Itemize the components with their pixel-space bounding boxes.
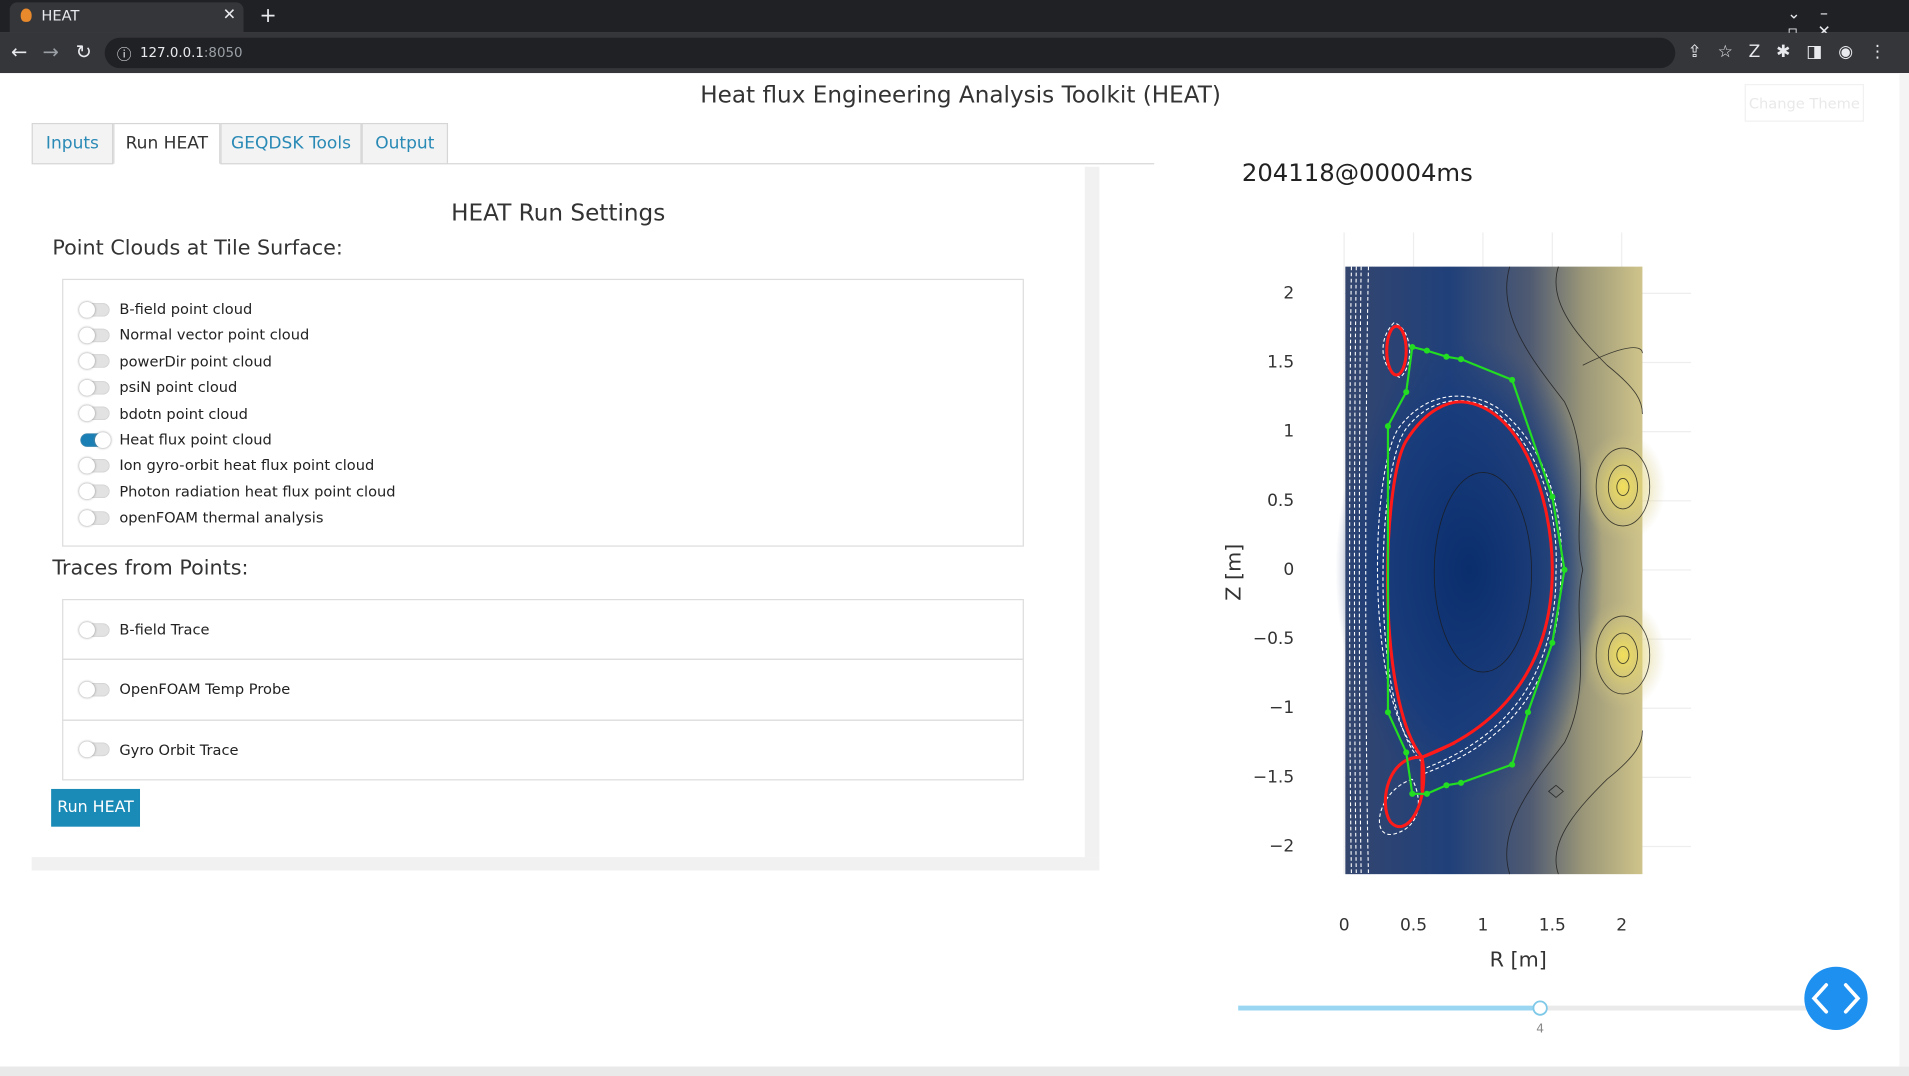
contours	[1433, 266, 1651, 875]
toggle[interactable]	[79, 509, 110, 526]
toggle-label: powerDir point cloud	[119, 352, 272, 370]
toolbar-icons[interactable]: ⇪☆Z✱◨◉⋮	[1687, 42, 1902, 63]
toggle[interactable]	[79, 301, 110, 318]
new-tab[interactable]: +	[259, 3, 277, 29]
url: 127.0.0.1:8050	[140, 45, 242, 61]
toggle-label: B-field point cloud	[119, 300, 253, 318]
traces-heading: Traces from Points:	[52, 556, 249, 581]
y-tick-label: 0.5	[1267, 491, 1294, 511]
toggle-row: OpenFOAM Temp Probe	[62, 659, 1024, 721]
toggle-row: psiN point cloud	[63, 378, 237, 397]
settings-panel: HEAT Run Settings Point Clouds at Tile S…	[31, 166, 1085, 858]
tab[interactable]: Run HEAT	[113, 122, 221, 165]
close-tab[interactable]: ✕	[222, 6, 237, 25]
equilibrium-plot: 204118@00004ms R [m] Z [m] 0 0.5 1 1.5 2 2 1.5…	[1222, 158, 1868, 1035]
code-icon	[1811, 983, 1861, 1014]
toggle-row: Ion gyro-orbit heat flux point cloud	[63, 456, 374, 475]
x-tick-label: 0.5	[1400, 915, 1427, 935]
toggle-row: B-field Trace	[62, 599, 1024, 661]
toggle-label: B-field Trace	[119, 621, 210, 639]
toggle-label: Heat flux point cloud	[119, 430, 272, 449]
wall	[1384, 343, 1568, 797]
x-axis-label: R [m]	[1490, 948, 1547, 972]
y-tick-label: 1	[1283, 422, 1294, 442]
url-host: 127.0.0.1	[140, 45, 204, 61]
toggle[interactable]	[79, 379, 110, 396]
run-button[interactable]: Run HEAT	[51, 788, 141, 827]
hot-spot	[1580, 600, 1666, 710]
tab-title: HEAT	[41, 7, 80, 25]
point-clouds-heading: Point Clouds at Tile Surface:	[52, 236, 343, 261]
tab[interactable]: GEQDSK Tools	[220, 122, 362, 165]
page-v-scrollbar[interactable]	[1899, 73, 1909, 1067]
tab[interactable]: Output	[361, 122, 449, 165]
v-scrollbar[interactable]	[1084, 166, 1100, 858]
toggle[interactable]	[79, 621, 110, 638]
y-tick-label: −0.5	[1253, 629, 1294, 649]
url-port: :8050	[203, 45, 243, 61]
forward[interactable]: →	[42, 40, 59, 64]
toggle-label: Gyro Orbit Trace	[119, 741, 239, 759]
hot-spot	[1580, 432, 1666, 542]
toggle-row: Normal vector point cloud	[63, 326, 309, 345]
toggle-row: Heat flux point cloud	[63, 430, 272, 449]
y-tick-label: 1.5	[1267, 353, 1294, 373]
toggle-label: Photon radiation heat flux point cloud	[119, 483, 396, 501]
toggle[interactable]	[79, 741, 110, 758]
y-tick-label: −2	[1269, 837, 1294, 857]
h-scrollbar[interactable]	[31, 857, 1100, 871]
toggle-label: bdotn point cloud	[119, 404, 248, 422]
favicon	[20, 8, 32, 22]
omnibox[interactable]	[104, 37, 1676, 69]
plot-title: 204118@00004ms	[1242, 158, 1473, 187]
y-axis-label: Z [m]	[1222, 544, 1246, 601]
tab-baseline	[448, 163, 1155, 165]
toggle[interactable]	[79, 457, 110, 474]
slider-handle[interactable]	[1532, 1000, 1548, 1016]
toggle-row: powerDir point cloud	[63, 352, 272, 371]
toggle-label: psiN point cloud	[119, 378, 238, 396]
y-tick-label: 2	[1283, 283, 1294, 303]
ticks: 0 0.5 1 1.5 2 2 1.5 1 0.5 0 −0.5 −1 −1.5 −2	[1253, 283, 1627, 935]
x-tick-label: 1	[1477, 915, 1488, 935]
toggle-label: openFOAM thermal analysis	[119, 509, 324, 527]
reload[interactable]: ↻	[75, 40, 92, 64]
info-icon[interactable]: ⓘ	[116, 46, 132, 64]
settings-title: HEAT Run Settings	[451, 199, 666, 227]
tab-strip	[0, 0, 1909, 33]
y-tick-label: −1.5	[1253, 767, 1294, 787]
browser-tab[interactable]	[9, 2, 244, 33]
x-tick-label: 2	[1616, 915, 1627, 935]
theme-button[interactable]: Change Theme	[1744, 84, 1864, 122]
page-h-scrollbar[interactable]	[0, 1066, 1909, 1076]
toggle-label: Ion gyro-orbit heat flux point cloud	[119, 457, 375, 475]
tab[interactable]: Inputs	[31, 122, 114, 165]
y-tick-label: −1	[1269, 698, 1294, 718]
toggle-row: Gyro Orbit Trace	[62, 719, 1024, 781]
toggle-label: OpenFOAM Temp Probe	[119, 681, 291, 699]
toggle[interactable]	[79, 483, 110, 500]
toggle-row: B-field point cloud	[63, 300, 252, 319]
x-tick-label: 1.5	[1539, 915, 1566, 935]
toggle[interactable]	[79, 681, 110, 698]
point-cloud-list: B-field point cloud Normal vector point c…	[62, 278, 1024, 547]
toggle-label: Normal vector point cloud	[119, 326, 310, 344]
toggle[interactable]	[80, 431, 111, 448]
toggle[interactable]	[79, 327, 110, 344]
slider-value: 4	[1536, 1021, 1544, 1035]
toggle[interactable]	[79, 353, 110, 370]
toggle-row: bdotn point cloud	[63, 404, 248, 423]
y-tick-label: 0	[1283, 560, 1294, 580]
dev-tools-button[interactable]	[1804, 966, 1868, 1031]
toggle[interactable]	[79, 405, 110, 422]
toggle-row: openFOAM thermal analysis	[63, 508, 323, 527]
heatmap	[1335, 266, 1666, 875]
x-tick-label: 0	[1339, 915, 1350, 935]
trace-list: B-field Trace OpenFOAM Temp Probe Gyro Orb…	[62, 599, 1024, 781]
toggle-row: Photon radiation heat flux point cloud	[63, 482, 396, 501]
page-title: Heat flux Engineering Analysis Toolkit (…	[700, 81, 1221, 109]
back[interactable]: ←	[10, 40, 28, 64]
